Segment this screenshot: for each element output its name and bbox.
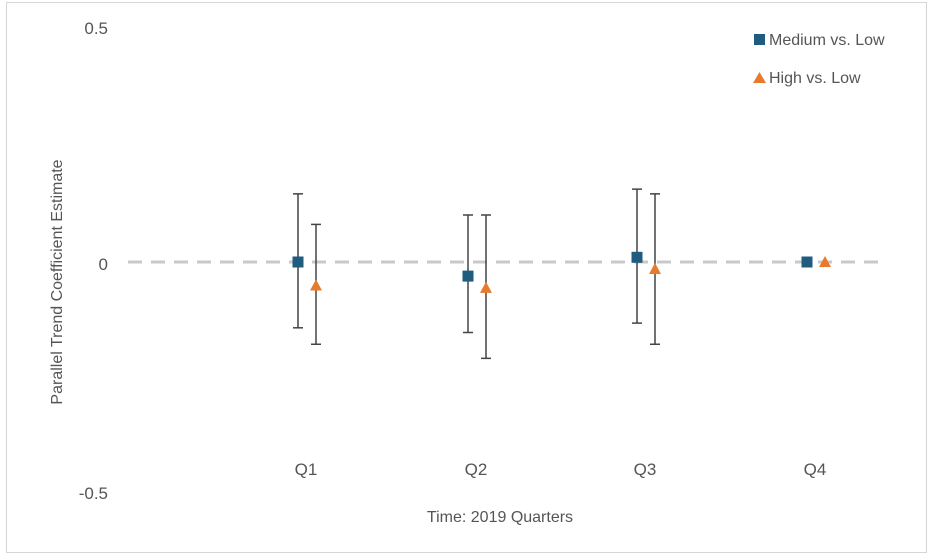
data-point-triangle [819, 256, 831, 267]
x-tick-label-q2: Q2 [465, 460, 488, 479]
legend-swatch-medium-vs-low [754, 34, 765, 45]
y-axis-title: Parallel Trend Coefficient Estimate [49, 159, 66, 404]
data-point-triangle [480, 281, 492, 293]
x-tick-label-q4: Q4 [804, 460, 827, 479]
y-tick-label-zero: 0 [99, 255, 108, 274]
data-point-triangle [310, 279, 322, 291]
legend-swatch-high-vs-low [753, 72, 766, 83]
data-point-square [631, 251, 643, 263]
error-bar-layer [293, 188, 660, 360]
data-point-square [801, 256, 813, 268]
data-point-triangle [649, 263, 661, 275]
data-point-square [292, 256, 304, 268]
x-tick-label-q3: Q3 [634, 460, 657, 479]
legend: Medium vs. Low High vs. Low [753, 32, 885, 87]
legend-label-medium-vs-low: Medium vs. Low [769, 32, 885, 49]
x-axis-title: Time: 2019 Quarters [427, 509, 573, 526]
y-tick-label-bottom: -0.5 [79, 484, 108, 503]
legend-label-high-vs-low: High vs. Low [769, 70, 861, 87]
x-tick-label-q1: Q1 [295, 460, 318, 479]
y-tick-label-top: 0.5 [84, 19, 108, 38]
data-point-square [462, 270, 474, 282]
marker-layer [292, 251, 831, 293]
